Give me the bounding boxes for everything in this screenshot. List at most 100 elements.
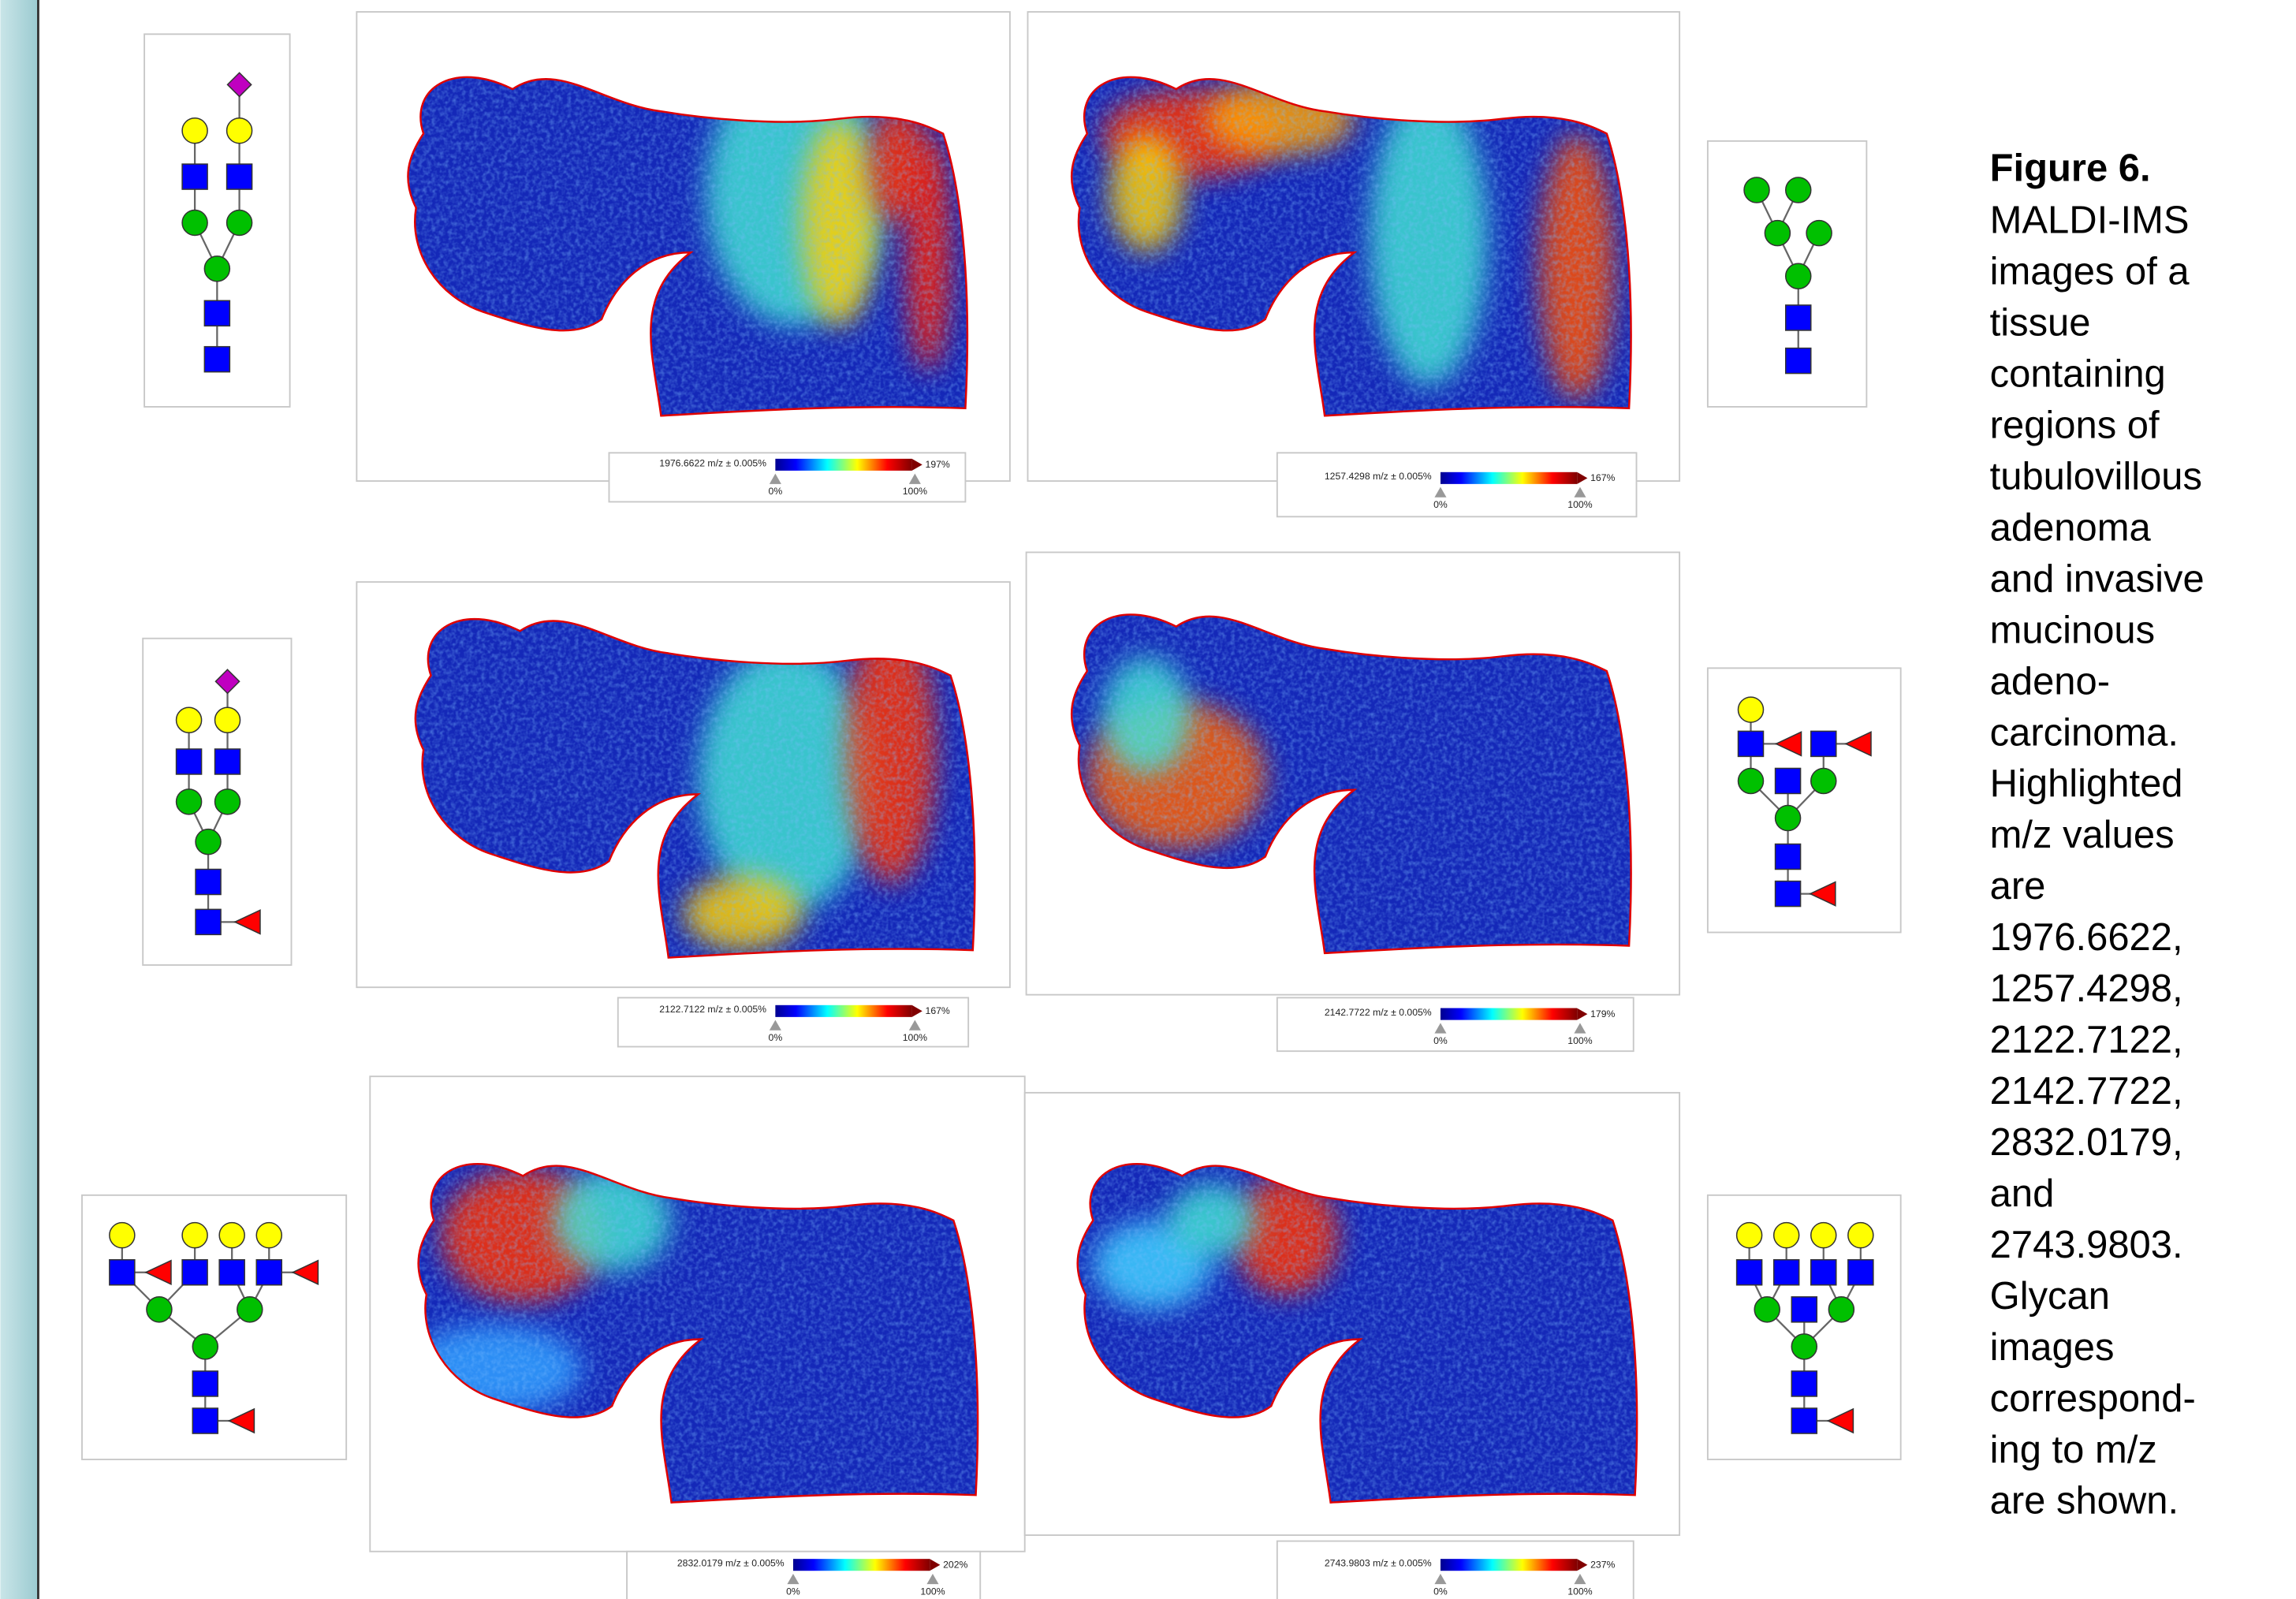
- mannose: [1765, 221, 1790, 246]
- caption-line: mucinous: [1990, 609, 2155, 651]
- caption-line: 2142.7722,: [1990, 1070, 2183, 1113]
- ims-panel: 2122.7122 m/z ± 0.005% 167% 0% 100%: [356, 582, 1010, 1046]
- overflow-label: 197%: [926, 459, 950, 470]
- caption-line: 2743.9803.: [1990, 1224, 2183, 1266]
- colorbar: [793, 1559, 930, 1571]
- glcnac: [219, 1260, 244, 1285]
- caption: Figure 6. MALDI-IMSimages of atissuecont…: [1990, 147, 2205, 1523]
- mz-label: 2832.0179 m/z ± 0.005%: [677, 1558, 785, 1569]
- galactose: [1737, 1223, 1762, 1248]
- mannose: [227, 210, 252, 235]
- caption-line: are: [1990, 865, 2046, 908]
- glcnac: [1776, 882, 1801, 907]
- min-label: 0%: [1433, 1035, 1448, 1046]
- caption-line: 1257.4298,: [1990, 967, 2183, 1010]
- glcnac: [192, 1371, 218, 1396]
- colorbar: [775, 459, 911, 471]
- galactose: [110, 1223, 135, 1248]
- caption-line: Highlighted: [1990, 762, 2183, 805]
- overflow-label: 167%: [926, 1005, 950, 1016]
- glcnac: [196, 909, 221, 934]
- glcnac: [1774, 1260, 1799, 1285]
- glcnac: [1848, 1260, 1873, 1285]
- colorbar: [1441, 472, 1577, 484]
- glcnac: [1776, 768, 1801, 793]
- galactose: [256, 1223, 281, 1248]
- glcnac: [1791, 1297, 1817, 1322]
- caption-line: correspond-: [1990, 1377, 2196, 1420]
- mannose: [215, 789, 240, 814]
- mannose: [177, 789, 202, 814]
- galactose: [177, 707, 202, 732]
- mz-label: 2122.7122 m/z ± 0.005%: [659, 1004, 766, 1015]
- colorbar: [1441, 1008, 1577, 1020]
- max-label: 100%: [903, 486, 927, 497]
- glcnac: [1738, 731, 1763, 756]
- caption-line: images of a: [1990, 251, 2190, 293]
- caption-line: Glycan: [1990, 1275, 2110, 1318]
- caption-title: Figure 6.: [1990, 147, 2151, 190]
- glcnac: [182, 164, 207, 189]
- caption-line: 1976.6622,: [1990, 916, 2183, 959]
- mannose: [196, 829, 221, 855]
- glcnac: [196, 870, 221, 895]
- min-label: 0%: [1433, 499, 1448, 510]
- ims-panel: 2142.7722 m/z ± 0.005%179%0%100%: [1027, 552, 1680, 1051]
- caption-line: are shown.: [1990, 1480, 2179, 1523]
- mannose: [1806, 221, 1832, 246]
- mannose: [1738, 768, 1763, 793]
- min-label: 0%: [769, 486, 783, 497]
- glcnac: [204, 347, 229, 372]
- mz-label: 1257.4298 m/z ± 0.005%: [1325, 471, 1432, 482]
- glcnac: [1811, 731, 1836, 756]
- glcnac: [256, 1260, 281, 1285]
- caption-line: and invasive: [1990, 557, 2205, 600]
- overflow-label: 179%: [1590, 1008, 1615, 1019]
- glcnac: [1786, 348, 1811, 374]
- caption-line: MALDI-IMS: [1990, 199, 2190, 242]
- glcnac: [1811, 1260, 1836, 1285]
- caption-line: tubulovillous: [1990, 455, 2202, 498]
- galactose: [215, 707, 240, 732]
- mannose: [1791, 1334, 1817, 1359]
- caption-line: 2122.7122,: [1990, 1019, 2183, 1061]
- min-label: 0%: [786, 1586, 800, 1597]
- glycan: [1708, 1195, 1901, 1459]
- galactose: [182, 1223, 207, 1248]
- mannose: [147, 1297, 172, 1322]
- caption-line: and: [1990, 1172, 2055, 1215]
- caption-line: regions of: [1990, 404, 2160, 446]
- glcnac: [177, 749, 202, 774]
- glcnac: [204, 300, 229, 326]
- glycan: [143, 639, 291, 965]
- glcnac: [1786, 305, 1811, 330]
- ims-panel: 1257.4298 m/z ± 0.005%167%0%100%: [1027, 12, 1679, 516]
- min-label: 0%: [1433, 1586, 1448, 1597]
- galactose: [227, 118, 252, 144]
- galactose: [1774, 1223, 1799, 1248]
- glcnac: [1791, 1408, 1817, 1433]
- glcnac: [215, 749, 240, 774]
- mannose: [1786, 263, 1811, 289]
- colorbar: [1441, 1559, 1577, 1571]
- mannose: [1744, 177, 1769, 203]
- glcnac: [1791, 1371, 1817, 1396]
- mz-label: 1976.6622 m/z ± 0.005%: [659, 457, 766, 468]
- overflow-label: 167%: [1590, 472, 1615, 483]
- galactose: [1848, 1223, 1873, 1248]
- caption-line: images: [1990, 1326, 2115, 1369]
- caption-line: adeno-: [1990, 660, 2110, 703]
- min-label: 0%: [769, 1032, 783, 1043]
- mannose: [1776, 806, 1801, 831]
- galactose: [182, 118, 207, 144]
- caption-line: ing to m/z: [1990, 1429, 2157, 1471]
- glycan: [144, 34, 290, 407]
- max-label: 100%: [903, 1032, 927, 1043]
- glcnac: [110, 1260, 135, 1285]
- ims-panel: 2743.9803 m/z ± 0.005%237%0%100%: [1025, 1093, 1679, 1599]
- mannose: [1754, 1297, 1780, 1322]
- max-label: 100%: [1567, 1586, 1592, 1597]
- max-label: 100%: [920, 1586, 945, 1597]
- caption-line: carcinoma.: [1990, 711, 2179, 754]
- overflow-label: 237%: [1590, 1559, 1615, 1570]
